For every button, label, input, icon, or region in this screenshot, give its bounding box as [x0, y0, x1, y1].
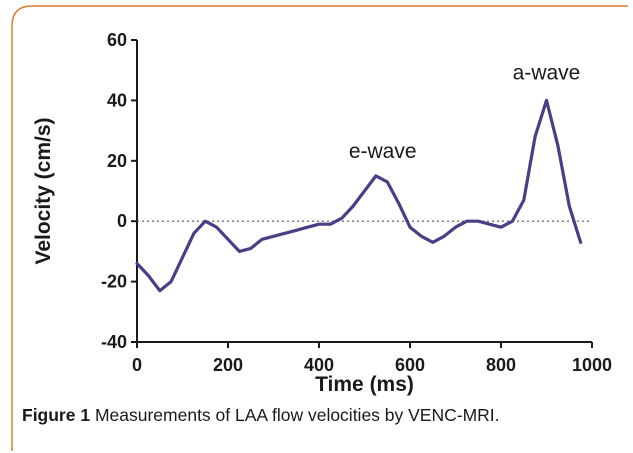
x-tick-label: 0	[132, 355, 142, 375]
y-tick-label: 40	[107, 90, 127, 110]
x-tick-label: 400	[304, 355, 334, 375]
caption-text: Measurements of LAA flow velocities by V…	[90, 405, 500, 425]
y-tick-label: 20	[107, 151, 127, 171]
x-axis-title: Time (ms)	[315, 373, 414, 396]
x-tick-label: 1000	[572, 355, 612, 375]
figure-label: Figure 1	[22, 405, 91, 425]
series-line-0	[135, 98, 583, 293]
annotation-a-wave: a-wave	[513, 61, 581, 84]
x-tick-label: 600	[395, 355, 425, 375]
annotations: e-wave a-wave	[349, 61, 581, 163]
x-tick-label: 800	[486, 355, 516, 375]
y-axis: 60 40 20 0 -20 -40	[101, 30, 138, 352]
y-tick-label: -20	[101, 272, 127, 292]
annotation-e-wave: e-wave	[349, 140, 417, 163]
x-axis: 0 200 400 600 800 1000	[132, 341, 612, 375]
y-axis-title: Velocity (cm/s)	[32, 117, 55, 264]
figure-caption: Figure 1 Measurements of LAA flow veloci…	[22, 405, 500, 426]
series-group	[135, 98, 583, 293]
y-tick-label: 0	[117, 211, 127, 231]
y-tick-label: -40	[101, 332, 127, 352]
y-tick-label: 60	[107, 30, 127, 50]
x-tick-label: 200	[213, 355, 243, 375]
